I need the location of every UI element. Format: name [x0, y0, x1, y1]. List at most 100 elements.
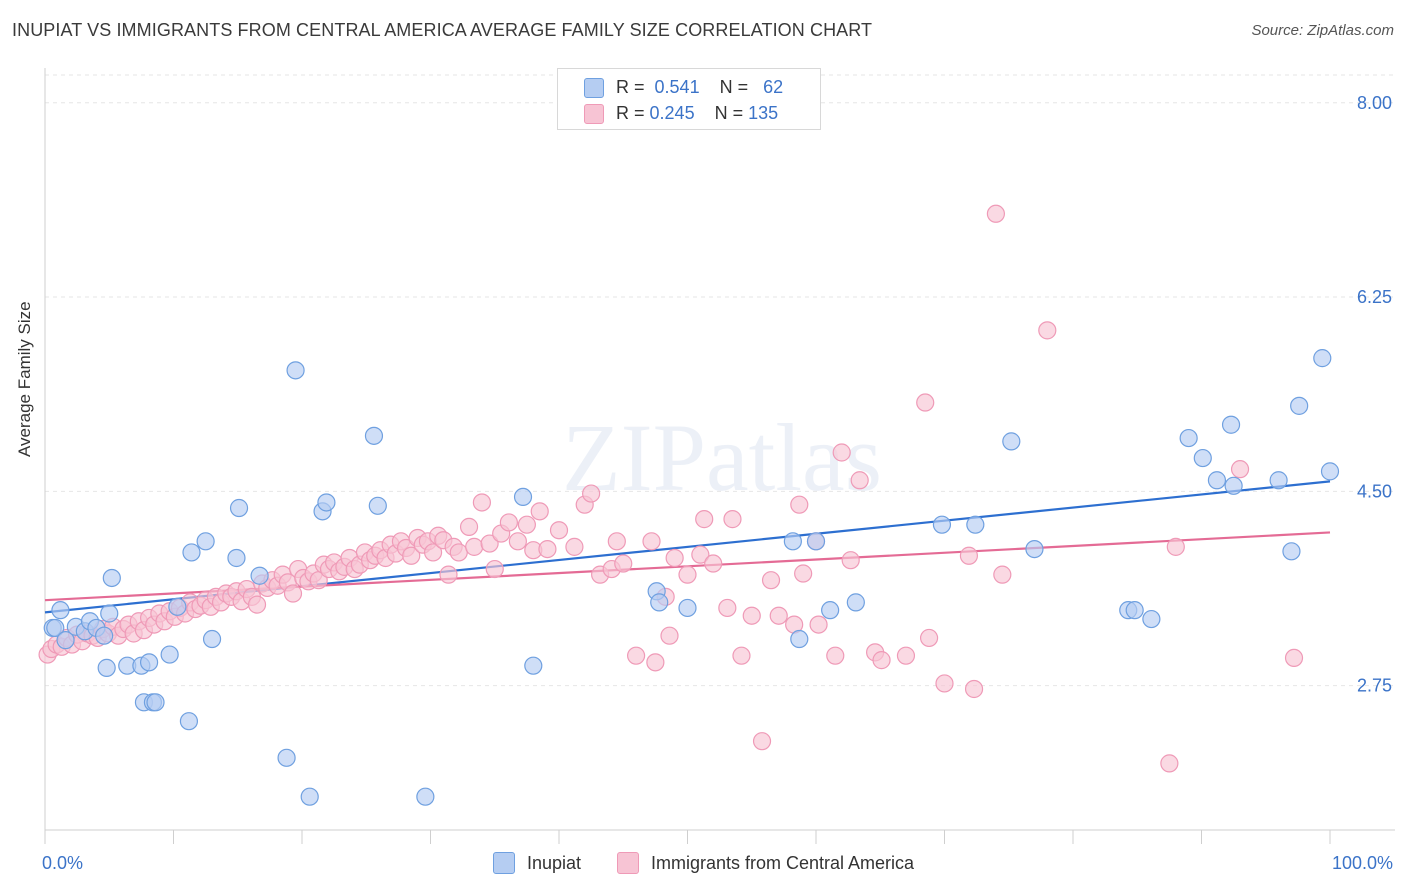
bottom-legend-swatch-pink [617, 852, 639, 874]
inupiat-point [1179, 428, 1198, 448]
central-america-point [752, 732, 772, 751]
inupiat-point [1207, 471, 1227, 490]
inupiat-point [250, 566, 269, 585]
inupiat-point [97, 658, 116, 677]
central-america-point [565, 537, 584, 556]
legend-n-label: N = [714, 103, 744, 123]
inupiat-point [1320, 462, 1340, 481]
legend-r-label: R = [616, 77, 645, 97]
inupiat-point [286, 361, 305, 380]
bottom-legend-label: Inupiat [527, 852, 582, 873]
central-america-point [959, 546, 979, 565]
central-america-point [472, 493, 491, 512]
central-america-point [935, 674, 954, 693]
central-america-point [660, 626, 679, 645]
central-america-point [691, 545, 710, 564]
central-america-point [919, 628, 939, 648]
inupiat-point [524, 656, 543, 675]
legend-n-label: N = [719, 77, 749, 97]
central-america-point [993, 565, 1012, 584]
legend-swatch-blue [584, 77, 604, 98]
central-america-point [538, 539, 557, 559]
y-tick-label: 8.00 [1357, 93, 1392, 113]
central-america-point [549, 521, 569, 540]
y-tick-label: 2.75 [1357, 676, 1392, 696]
legend-n-value: 135 [748, 103, 779, 123]
central-america-point [485, 559, 504, 579]
legend-r-value: 0.541 [654, 77, 700, 97]
inupiat-point [790, 629, 809, 649]
central-america-point [850, 471, 869, 490]
inupiat-point [229, 498, 249, 518]
inupiat-point [1313, 349, 1332, 368]
central-america-point [607, 532, 626, 551]
central-america-point [826, 646, 845, 665]
inupiat-point [932, 515, 952, 534]
central-america-point [646, 653, 665, 672]
inupiat-point [182, 543, 201, 562]
central-america-point [790, 495, 809, 514]
inupiat-point [1290, 396, 1309, 415]
central-america-point [964, 679, 984, 699]
axis-layer: 2.75 4.50 6.25 8.00 0.0% 100.0% [42, 68, 1395, 873]
central-america-point [626, 646, 646, 665]
inupiat-point [179, 712, 199, 731]
y-axis-label: Average Family Size [15, 301, 34, 457]
central-america-point [742, 606, 761, 625]
central-america-point [1160, 754, 1179, 773]
legend-box: R = 0.541 N = 62 R = 0.245 N = 135 [557, 68, 821, 130]
inupiat-point [368, 496, 387, 515]
watermark: ZIPatlas [562, 404, 882, 511]
inupiat-point [300, 787, 319, 806]
central-america-point [809, 615, 828, 634]
inupiat-point [51, 601, 70, 620]
central-america-point [841, 551, 860, 570]
legend-row-central-america: R = 0.245 N = 135 [584, 103, 778, 124]
inupiat-point [1224, 476, 1243, 495]
central-america-point [1038, 321, 1057, 340]
central-america-point [723, 510, 742, 529]
inupiat-point [1221, 415, 1241, 434]
inupiat-point [1025, 539, 1044, 559]
chart-title: INUPIAT VS IMMIGRANTS FROM CENTRAL AMERI… [12, 20, 873, 40]
inupiat-point [678, 598, 697, 618]
inupiat-point [416, 787, 435, 806]
inupiat-point [846, 593, 865, 612]
bottom-legend-label: Immigrants from Central America [651, 852, 915, 873]
central-america-point [283, 584, 303, 603]
bottom-legend-swatch-blue [493, 852, 515, 874]
central-america-point [582, 484, 601, 503]
inupiat-point [1282, 542, 1301, 561]
y-tick-label: 4.50 [1357, 481, 1392, 501]
inupiat-point [160, 645, 179, 664]
legend-swatch-pink [584, 103, 604, 124]
x-tick-label-max: 100.0% [1332, 853, 1393, 873]
central-america-point [732, 646, 751, 665]
legend-r-value: 0.245 [649, 103, 695, 123]
central-america-point [423, 543, 443, 562]
inupiat-point [1002, 432, 1021, 451]
central-america-point [439, 565, 458, 584]
central-america-point [1284, 648, 1304, 668]
y-tick-label: 6.25 [1357, 287, 1392, 307]
inupiat-point [966, 515, 985, 534]
inupiat-point [513, 487, 533, 507]
central-america-point [402, 546, 421, 565]
central-america-point [508, 532, 527, 551]
inupiat-point [364, 426, 384, 445]
bottom-legend-central-america: Immigrants from Central America [617, 852, 914, 874]
points-layer [38, 204, 1340, 806]
central-america-point [480, 534, 499, 553]
inupiat-point [168, 597, 187, 616]
central-america-point [832, 443, 851, 462]
central-america-point [761, 571, 781, 590]
inupiat-point [46, 618, 65, 638]
central-america-point [896, 646, 916, 665]
inupiat-point [783, 532, 802, 551]
central-america-point [678, 565, 697, 584]
inupiat-point [146, 693, 165, 712]
central-america-point [794, 564, 813, 583]
inupiat-point [277, 748, 296, 767]
legend-row-inupiat: R = 0.541 N = 62 [584, 77, 783, 98]
x-tick-label-min: 0.0% [42, 853, 83, 873]
